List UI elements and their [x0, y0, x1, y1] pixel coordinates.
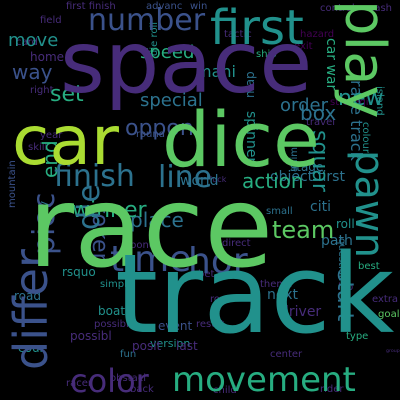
cloud-word-home: home: [30, 50, 65, 64]
cloud-word-speed: speed: [140, 42, 195, 63]
cloud-word-car: car: [12, 102, 120, 181]
cloud-word-posit: posit: [132, 339, 162, 353]
cloud-word-bonus: bonus: [130, 240, 161, 251]
cloud-word-round: round: [136, 129, 166, 140]
cloud-word-next: next: [267, 287, 299, 303]
cloud-word-move: move: [8, 30, 59, 51]
cloud-word-mani: mani: [196, 62, 236, 81]
cloud-word-place: place: [130, 208, 184, 232]
cloud-word-finish: finish: [54, 159, 135, 194]
cloud-word-race: race: [28, 163, 274, 293]
cloud-word-play: play: [332, 0, 397, 119]
cloud-word-line: line: [158, 160, 213, 195]
cloud-word-number: number: [88, 3, 206, 38]
cloud-word-lap: lap: [338, 282, 354, 293]
cloud-word-goal: goal: [378, 309, 400, 320]
cloud-word-hazard: hazard: [300, 29, 335, 40]
cloud-word-order: order: [280, 95, 328, 116]
cloud-word-year: year: [40, 130, 63, 141]
cloud-word-object-first: object first: [270, 169, 345, 185]
cloud-word-dice: dice: [162, 95, 320, 184]
cloud-word-advanc: advanc: [146, 1, 183, 12]
cloud-word-event: event: [158, 319, 193, 333]
cloud-word-field: field: [40, 15, 62, 26]
cloud-word-movement: movement: [172, 360, 356, 400]
cloud-word-extra: extra: [372, 294, 399, 305]
cloud-word-direct: direct: [222, 238, 251, 249]
cloud-word-team: team: [272, 216, 335, 244]
cloud-word-road: road: [14, 289, 41, 303]
cloud-word-racer: racer: [66, 378, 93, 389]
cloud-word-small: small: [266, 206, 293, 217]
cloud-word-citi: citi: [310, 199, 331, 215]
cloud-word-win: win: [190, 1, 208, 12]
cloud-word-travel: travel: [306, 117, 336, 128]
cloud-word-strategi: strategi: [330, 97, 369, 108]
cloud-word-stage: stage: [290, 160, 324, 174]
cloud-word-boat: boat: [98, 304, 126, 318]
cloud-word-ship: ship: [256, 49, 277, 60]
cloud-word-driver: driver: [280, 304, 322, 320]
cloud-word-world: world: [180, 173, 219, 189]
cloud-word-fun: fun: [120, 349, 137, 360]
cloud-word-possibl: possibl: [70, 329, 112, 343]
cloud-word-obstacl: obstacl: [110, 373, 147, 384]
cloud-word-best: best: [358, 261, 380, 272]
cloud-word-rsquo: rsquo: [62, 265, 96, 279]
cloud-word-first-finish: first finish: [66, 1, 116, 12]
cloud-word-exit: exit: [294, 41, 313, 52]
cloud-word-space: space: [60, 13, 313, 113]
cloud-word-color: color: [70, 362, 149, 400]
cloud-word-special: special: [140, 90, 203, 111]
cloud-word-bet: bet: [198, 269, 215, 280]
cloud-word-rider: rider: [320, 384, 344, 395]
cloud-word-hor: hor: [188, 241, 248, 282]
cloud-word-back: back: [130, 384, 154, 395]
cloud-word-theme: theme: [260, 279, 293, 290]
cloud-word-box: box: [300, 101, 337, 125]
cloud-word-right: right: [30, 85, 54, 96]
cloud-word-way: way: [12, 60, 53, 84]
cloud-word-oppon: oppon: [125, 116, 194, 141]
cloud-word-action: action: [242, 169, 304, 193]
cloud-word-time: time: [110, 239, 192, 280]
cloud-word-center: center: [270, 349, 303, 360]
cloud-word-type: type: [346, 331, 369, 342]
cloud-word-tactic: tactic: [224, 29, 252, 40]
cloud-word-first: first: [210, 0, 304, 56]
cloud-word-roll: roll: [336, 217, 355, 231]
cloud-word-set: set: [50, 82, 84, 107]
cloud-word-simpl: simpl: [100, 279, 127, 290]
cloud-word-possibl: possibl: [94, 319, 129, 330]
cloud-word-track: track: [115, 230, 395, 358]
cloud-word-control: control: [320, 3, 355, 14]
cloud-word-last: last: [176, 339, 198, 353]
cloud-word-skill: skill: [28, 142, 48, 153]
cloud-word-path: path: [321, 233, 353, 249]
cloud-word-group: group: [386, 349, 400, 354]
cloud-word-nash: nash: [368, 3, 393, 14]
cloud-word-new: new: [338, 86, 384, 111]
cloud-word-luck: luck: [210, 175, 227, 184]
cloud-word-child: child: [213, 385, 237, 396]
cloud-word-result: result: [196, 319, 225, 330]
cloud-word-rout: rout: [210, 294, 231, 305]
cloud-word-cour: cour: [18, 341, 45, 355]
cloud-word-version: version: [150, 337, 191, 350]
cloud-word-card: card: [16, 37, 38, 48]
cloud-word-winner: winner: [72, 198, 147, 223]
